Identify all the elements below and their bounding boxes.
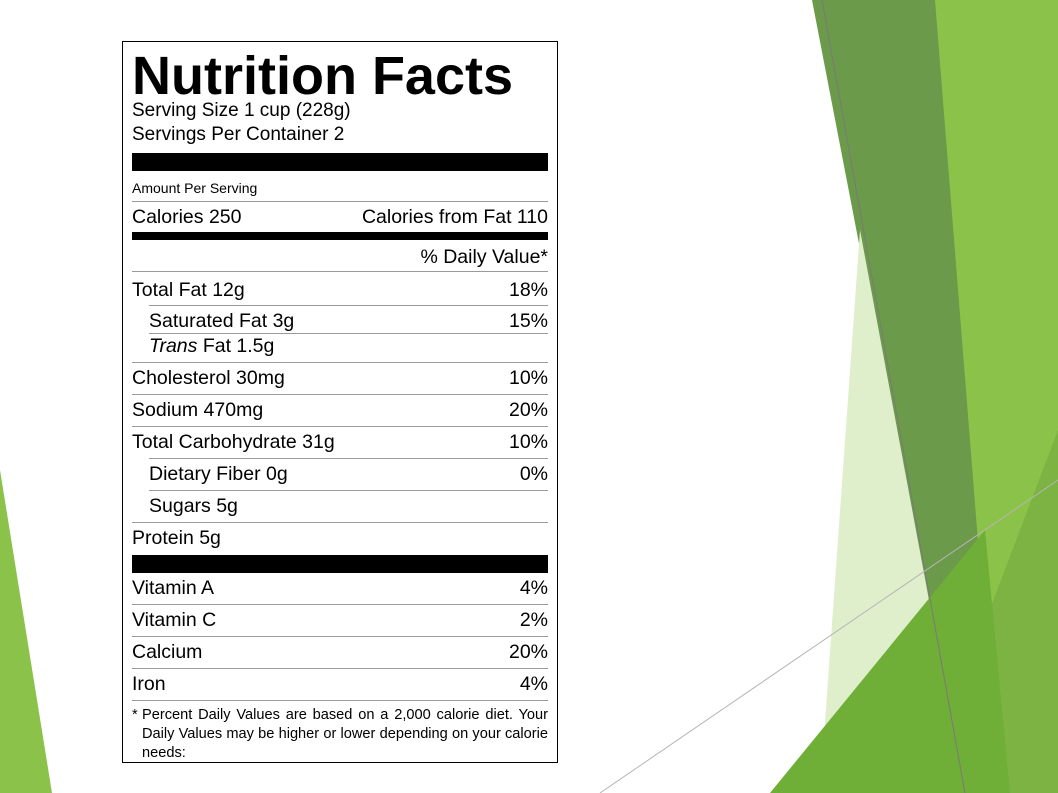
nutrient-name: Cholesterol 30mg (132, 367, 285, 389)
nutrient-dv: 20% (508, 399, 548, 421)
vitamin-row-iron: Iron 4% (132, 671, 548, 697)
nutrient-name: Sodium 470mg (132, 399, 264, 421)
divider (132, 522, 548, 523)
divider (132, 700, 548, 701)
divider (132, 426, 548, 427)
nutrient-name: Trans Fat 1.5g (149, 333, 274, 359)
medium-divider (132, 232, 548, 240)
nutrient-name: Total Carbohydrate 31g (132, 431, 335, 453)
thick-divider-vitamins (132, 555, 548, 573)
calories-from-fat: Calories from Fat 110 (361, 206, 548, 228)
divider (149, 458, 548, 459)
vitamin-name: Vitamin A (132, 577, 215, 599)
vitamin-row-c: Vitamin C 2% (132, 607, 548, 633)
nutrient-name: Sugars 5g (149, 495, 238, 517)
nutrient-name: Saturated Fat 3g (149, 310, 295, 332)
nutrient-row-dietary-fiber: Dietary Fiber 0g 0% (132, 461, 548, 487)
divider (132, 362, 548, 363)
trans-italic: Trans (149, 335, 198, 357)
nutrient-row-total-fat: Total Fat 12g 18% (132, 277, 548, 303)
nutrient-dv: 10% (508, 431, 548, 453)
divider (149, 305, 548, 306)
label-title: Nutrition Facts (132, 46, 514, 106)
thick-divider-top (132, 153, 548, 171)
thin-line-1 (821, 0, 966, 793)
trans-rest: Fat 1.5g (197, 335, 275, 357)
nutrient-row-protein: Protein 5g (132, 525, 548, 551)
divider (132, 394, 548, 395)
vitamin-dv: 4% (519, 577, 548, 599)
divider (132, 201, 548, 202)
divider (149, 333, 548, 334)
calories-row: Calories 250 Calories from Fat 110 (132, 204, 548, 230)
daily-value-header-row: % Daily Value* (132, 244, 548, 270)
nutrient-dv: 10% (508, 367, 548, 389)
nutrient-row-cholesterol: Cholesterol 30mg 10% (132, 365, 548, 391)
vitamin-dv: 4% (519, 673, 548, 695)
amount-per-serving: Amount Per Serving (132, 180, 258, 196)
vitamin-dv: 2% (519, 609, 548, 631)
nutrition-label: Nutrition Facts Serving Size 1 cup (228g… (122, 41, 558, 763)
right-shape-green (770, 530, 1010, 793)
vitamin-row-calcium: Calcium 20% (132, 639, 548, 665)
daily-value-header: % Daily Value* (420, 246, 548, 268)
nutrient-name: Protein 5g (132, 527, 221, 549)
nutrient-dv: 15% (508, 310, 548, 332)
nutrient-row-sodium: Sodium 470mg 20% (132, 397, 548, 423)
vitamin-name: Vitamin C (132, 609, 217, 631)
divider (132, 604, 548, 605)
vitamin-row-a: Vitamin A 4% (132, 575, 548, 601)
divider (132, 636, 548, 637)
divider (132, 668, 548, 669)
nutrient-name: Dietary Fiber 0g (149, 463, 288, 485)
left-green-strip (0, 470, 52, 793)
nutrient-dv: 0% (519, 463, 548, 485)
thin-line-2 (599, 479, 1058, 793)
nutrient-row-sugars: Sugars 5g (132, 493, 548, 519)
divider (132, 271, 548, 272)
footnote-text: Percent Daily Values are based on a 2,00… (142, 707, 548, 761)
serving-size: Serving Size 1 cup (228g) (132, 100, 351, 121)
nutrient-row-saturated-fat: Saturated Fat 3g 15% (132, 308, 548, 334)
nutrient-row-total-carbohydrate: Total Carbohydrate 31g 10% (132, 429, 548, 455)
vitamin-name: Iron (132, 673, 166, 695)
nutrient-name: Total Fat 12g (132, 279, 245, 301)
vitamin-dv: 20% (508, 641, 548, 663)
calories-value: Calories 250 (132, 206, 242, 228)
divider (149, 490, 548, 491)
vitamin-name: Calcium (132, 641, 203, 663)
footnote-asterisk: * (132, 707, 138, 723)
nutrient-dv: 18% (508, 279, 548, 301)
nutrient-row-trans-fat: Trans Fat 1.5g (132, 333, 548, 359)
servings-per-container: Servings Per Container 2 (132, 124, 345, 145)
